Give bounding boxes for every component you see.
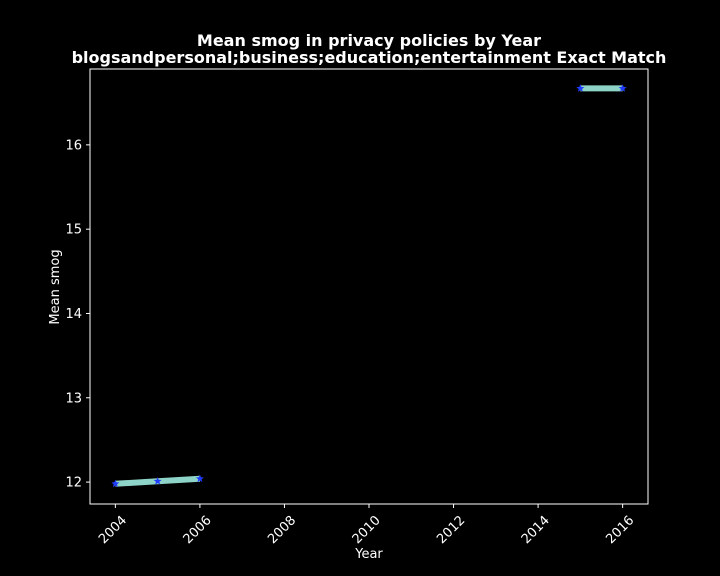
y-tick-label: 13	[65, 391, 82, 406]
chart-title-line-2: blogsandpersonal;business;education;ente…	[72, 48, 667, 67]
data-point-marker	[618, 84, 627, 92]
data-point-marker	[576, 84, 585, 92]
data-point-marker	[111, 479, 120, 488]
chart-title-line-1: Mean smog in privacy policies by Year	[197, 31, 541, 50]
y-tick-label: 15	[65, 223, 82, 238]
y-axis: 12 13 14 15 16	[65, 138, 90, 491]
plot-area	[111, 84, 627, 488]
x-axis-label: Year	[354, 547, 383, 562]
data-point-marker	[195, 474, 204, 483]
y-tick-label: 12	[65, 476, 82, 491]
y-tick-label: 16	[65, 138, 82, 153]
y-tick-label: 14	[65, 307, 82, 322]
y-axis-label: Mean smog	[48, 249, 63, 324]
data-point-marker	[153, 477, 162, 485]
